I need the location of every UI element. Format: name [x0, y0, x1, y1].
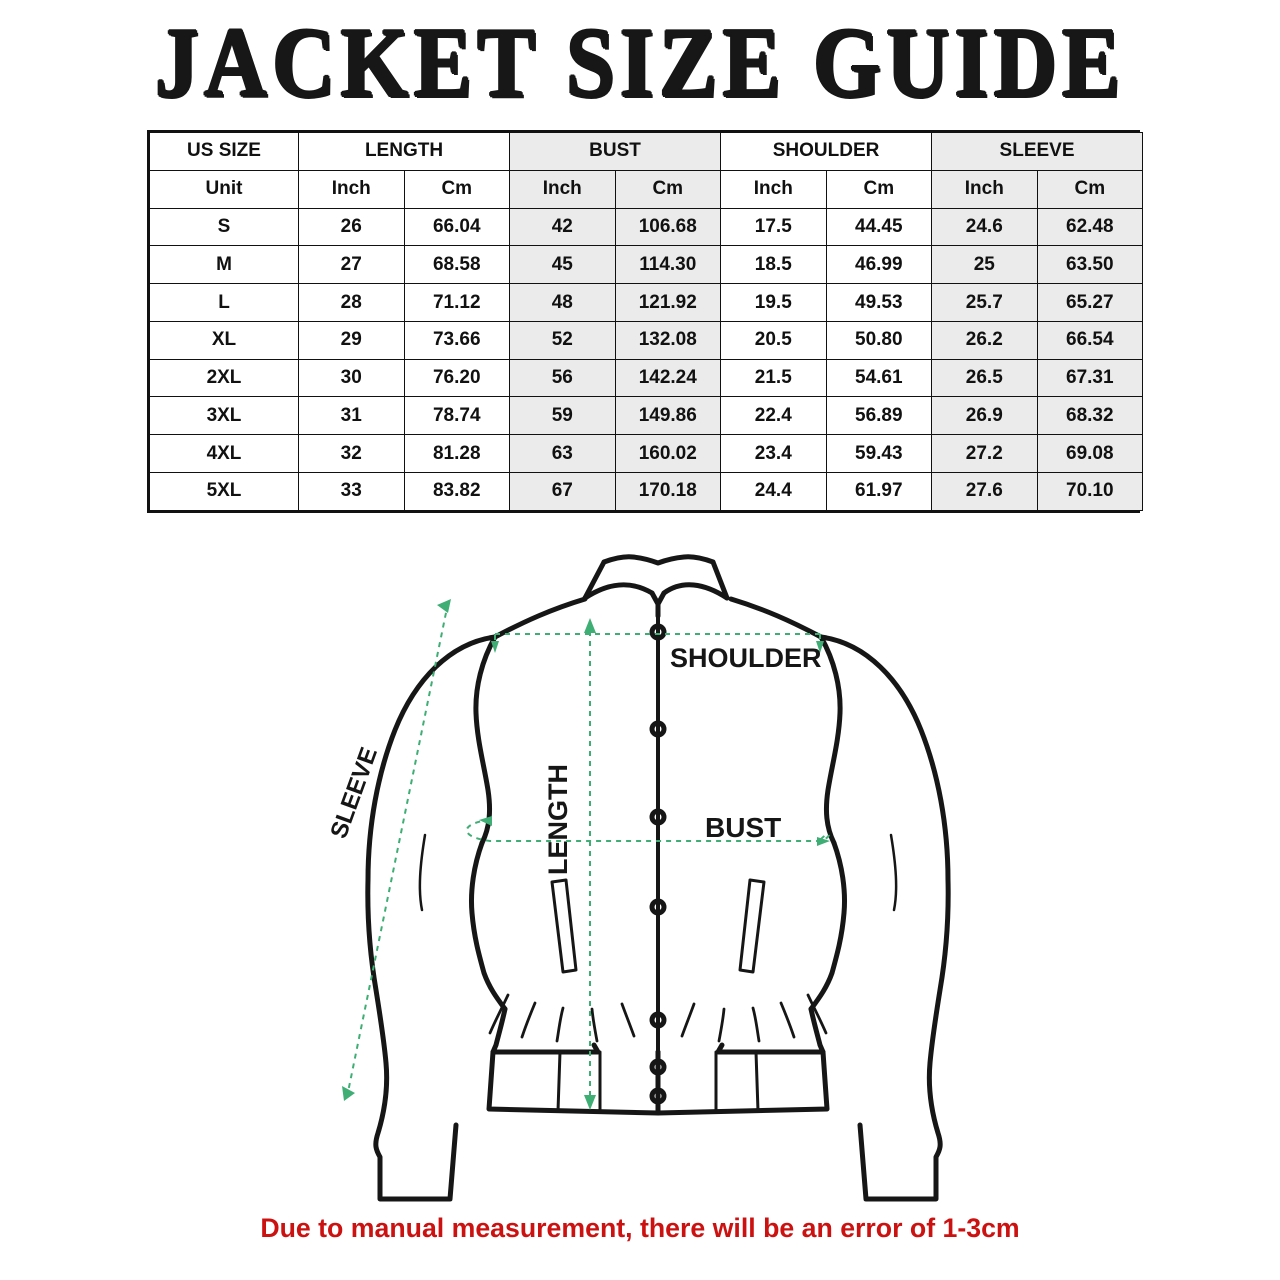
svg-text:SHOULDER: SHOULDER [670, 643, 822, 673]
svg-text:BUST: BUST [705, 812, 781, 843]
svg-text:LENGTH: LENGTH [543, 764, 573, 875]
